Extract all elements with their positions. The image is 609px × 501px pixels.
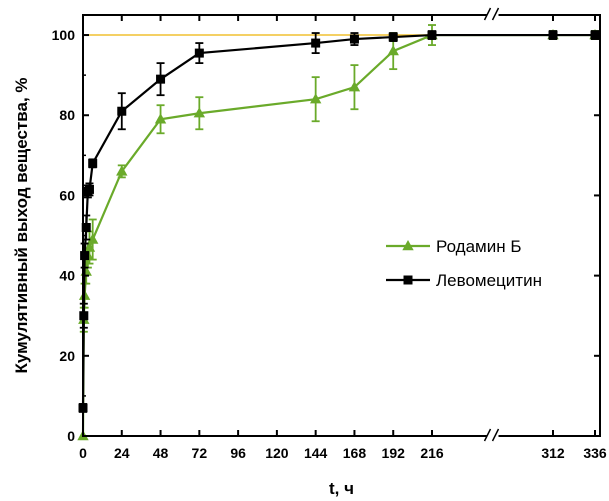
legend-item-levomycetin: Левомецитин — [386, 271, 542, 290]
x-tick-label: 168 — [343, 445, 367, 461]
data-point — [88, 158, 98, 168]
x-tick-label: 0 — [79, 445, 87, 461]
series-line — [81, 33, 595, 408]
x-axis-title: t, ч — [329, 479, 354, 498]
series-levomycetin — [78, 30, 600, 413]
axis-break-gap — [486, 432, 499, 440]
x-tick-label: 48 — [153, 445, 169, 461]
y-axis: 0 20 40 60 80 100 — [52, 27, 600, 444]
x-tick-label: 144 — [304, 445, 328, 461]
legend-label-rhodamine: Родамин Б — [436, 237, 522, 256]
legend-label-levomycetin: Левомецитин — [436, 271, 542, 290]
data-point — [427, 30, 437, 40]
series-layer — [77, 24, 601, 441]
y-tick-label: 40 — [59, 268, 75, 284]
data-point — [84, 184, 94, 194]
axis-break-gap — [486, 11, 499, 19]
legend-marker-square — [403, 275, 413, 285]
series-rhodamine — [77, 24, 601, 441]
data-point — [86, 233, 99, 244]
x-tick-label: 216 — [420, 445, 444, 461]
data-point — [81, 223, 91, 233]
data-point — [80, 251, 90, 261]
data-point — [349, 34, 359, 44]
data-point — [348, 81, 361, 92]
data-point — [117, 106, 127, 116]
y-axis-title: Кумулятивный выход вещества, % — [12, 77, 31, 373]
axis-break — [483, 7, 500, 442]
legend-item-rhodamine: Родамин Б — [386, 237, 522, 256]
x-tick-label: 120 — [265, 445, 289, 461]
y-tick-label: 20 — [59, 348, 75, 364]
x-tick-label: 96 — [230, 445, 246, 461]
axis-break-slash — [491, 428, 500, 442]
axis-break-slash — [483, 7, 492, 21]
data-point — [387, 45, 399, 56]
y-tick-label: 0 — [67, 428, 75, 444]
data-point — [194, 48, 204, 58]
axis-break-slash — [491, 7, 500, 21]
axis-break-slash — [483, 428, 492, 442]
x-tick-label: 24 — [114, 445, 130, 461]
plot-frame — [82, 14, 601, 437]
y-tick-label: 60 — [59, 187, 75, 203]
x-tick-label: 312 — [541, 445, 565, 461]
data-point — [388, 32, 398, 42]
y-tick-label: 100 — [52, 27, 76, 43]
x-tick-label: 336 — [583, 445, 607, 461]
x-tick-label: 192 — [382, 445, 406, 461]
data-point — [154, 113, 167, 124]
x-tick-label: 72 — [192, 445, 208, 461]
data-point — [309, 93, 322, 104]
data-point — [193, 107, 206, 118]
data-point — [116, 165, 128, 176]
y-tick-label: 80 — [59, 107, 75, 123]
legend-marker-triangle — [402, 240, 414, 251]
x-axis: 0 24 48 72 96 120 144 168 192 216 312 336 — [79, 15, 607, 461]
data-point — [548, 30, 558, 40]
data-point — [156, 74, 166, 84]
data-point — [311, 38, 321, 48]
legend: Родамин Б Левомецитин — [386, 237, 542, 290]
